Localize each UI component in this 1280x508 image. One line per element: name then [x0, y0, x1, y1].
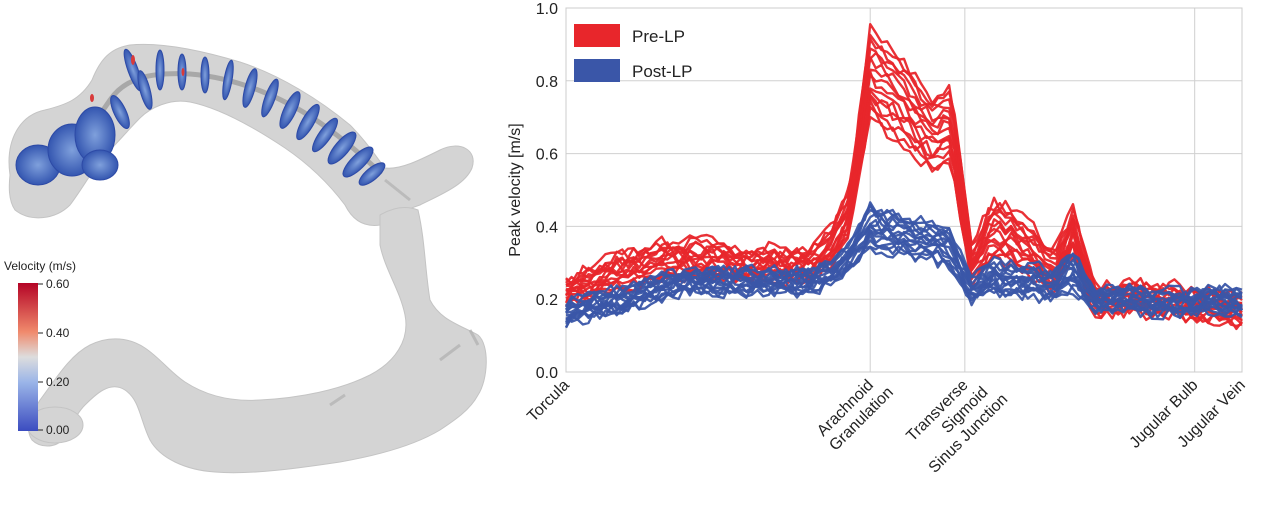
series-curve [565, 217, 1243, 311]
y-tick-label: 0.8 [536, 74, 558, 91]
series-post-lp [564, 201, 1244, 329]
y-tick-label: 1.0 [536, 1, 558, 18]
series-curve [564, 246, 1243, 329]
colorbar: Velocity (m/s) 0.60 0.40 0.20 0.00 [4, 259, 76, 437]
chart-panel: 0.0 0.2 0.4 0.6 0.8 1.0 Torcula ArachnoidGranu… [490, 0, 1280, 503]
legend-swatch [574, 59, 620, 82]
velocity-hotspots [90, 55, 185, 102]
chart-series [564, 23, 1244, 331]
colorbar-tick: 0.60 [46, 277, 70, 291]
vessel-surface [8, 43, 487, 474]
velocity-slices [15, 48, 386, 186]
velocity-chart: 0.0 0.2 0.4 0.6 0.8 1.0 Torcula ArachnoidGranu… [507, 1, 1249, 477]
series-curve [565, 56, 1243, 308]
y-tick-label: 0.2 [536, 292, 558, 309]
plot-area [565, 7, 1243, 373]
y-tick-label: 0.0 [536, 365, 558, 382]
y-axis: 0.0 0.2 0.4 0.6 0.8 1.0 [536, 1, 558, 382]
series-curve [564, 203, 1243, 308]
series-curve [565, 23, 1243, 301]
vessel-render: Velocity (m/s) 0.60 0.40 0.20 0.00 [4, 43, 487, 474]
x-tick-label-line: Torcula [524, 377, 573, 426]
y-tick-label: 0.4 [536, 219, 558, 236]
legend-label: Pre-LP [632, 27, 685, 46]
legend-swatch [574, 24, 620, 47]
vessel-seams [329, 178, 480, 407]
vessel-render-panel: Velocity (m/s) 0.60 0.40 0.20 0.00 [0, 0, 500, 503]
series-curve [565, 201, 1243, 307]
legend: Pre-LP Post-LP [574, 24, 692, 82]
colorbar-tick: 0.20 [46, 375, 70, 389]
x-tick-label: TransverseSigmoidSinus Junction [899, 364, 1011, 476]
series-curve [564, 209, 1243, 314]
x-tick-label: Torcula [524, 377, 573, 426]
y-tick-label: 0.6 [536, 147, 558, 164]
colorbar-tick: 0.00 [46, 423, 70, 437]
y-axis-label: Peak velocity [m/s] [507, 123, 524, 256]
x-axis: Torcula ArachnoidGranulation TransverseSig… [524, 364, 1248, 477]
x-tick-label: ArachnoidGranulation [813, 370, 897, 454]
colorbar-tick: 0.40 [46, 326, 70, 340]
colorbar-gradient [18, 283, 38, 431]
colorbar-title: Velocity (m/s) [4, 259, 76, 273]
legend-label: Post-LP [632, 62, 692, 81]
series-curve [565, 229, 1244, 323]
